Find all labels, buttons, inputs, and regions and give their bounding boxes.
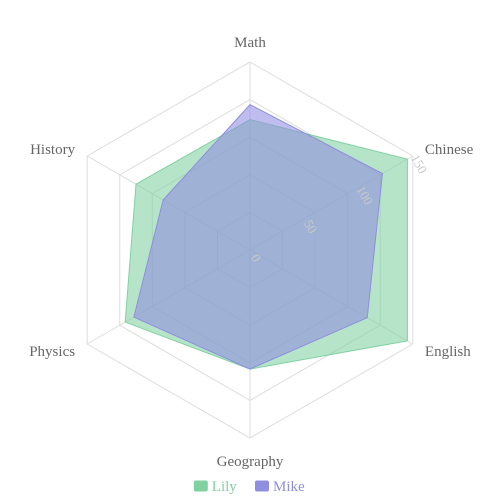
legend-label: Mike xyxy=(273,479,305,495)
legend-item-lily[interactable]: Lily xyxy=(193,479,237,495)
axis-label-physics: Physics xyxy=(29,344,75,360)
legend-swatch xyxy=(193,480,208,492)
radar-axis-labels: Math Chinese English Geography Physics Histor… xyxy=(29,35,473,470)
radar-series xyxy=(124,103,408,370)
axis-label-chinese: Chinese xyxy=(425,142,474,158)
axis-label-math: Math xyxy=(234,35,266,51)
series-mike-area[interactable] xyxy=(133,103,383,370)
legend-item-mike[interactable]: Mike xyxy=(255,479,305,495)
tick-label: 50 xyxy=(301,217,320,236)
axis-label-geography: Geography xyxy=(217,454,284,470)
legend-swatch xyxy=(255,480,269,492)
legend-label: Lily xyxy=(212,479,237,495)
axis-label-english: English xyxy=(425,344,471,360)
axis-label-history: History xyxy=(30,142,76,158)
legend[interactable]: Lily Mike xyxy=(193,479,305,495)
